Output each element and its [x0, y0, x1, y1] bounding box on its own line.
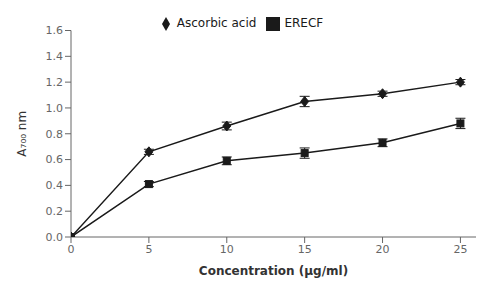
svg-text:1.2: 1.2: [46, 76, 64, 89]
svg-text:15: 15: [298, 243, 312, 256]
svg-text:25: 25: [453, 243, 467, 256]
svg-text:A₇₀₀ nm: A₇₀₀ nm: [15, 111, 29, 157]
svg-text:0: 0: [68, 243, 75, 256]
svg-text:1.0: 1.0: [46, 102, 64, 115]
html-text:ERECF: ERECF: [284, 16, 324, 30]
svg-text:0.0: 0.0: [46, 231, 64, 244]
svg-text:0.6: 0.6: [46, 153, 64, 166]
svg-text:0.8: 0.8: [46, 128, 64, 141]
html-text:Ascorbic acid: Ascorbic acid: [176, 16, 257, 30]
svg-text:10: 10: [220, 243, 234, 256]
svg-text:20: 20: [376, 243, 390, 256]
svg-text:0.2: 0.2: [46, 205, 64, 218]
svg-text:1.4: 1.4: [46, 50, 64, 63]
svg-text:Concentration (μg/ml): Concentration (μg/ml): [199, 264, 348, 278]
svg-text:1.6: 1.6: [46, 24, 64, 37]
svg-text:5: 5: [145, 243, 152, 256]
svg-text:0.4: 0.4: [46, 179, 64, 192]
